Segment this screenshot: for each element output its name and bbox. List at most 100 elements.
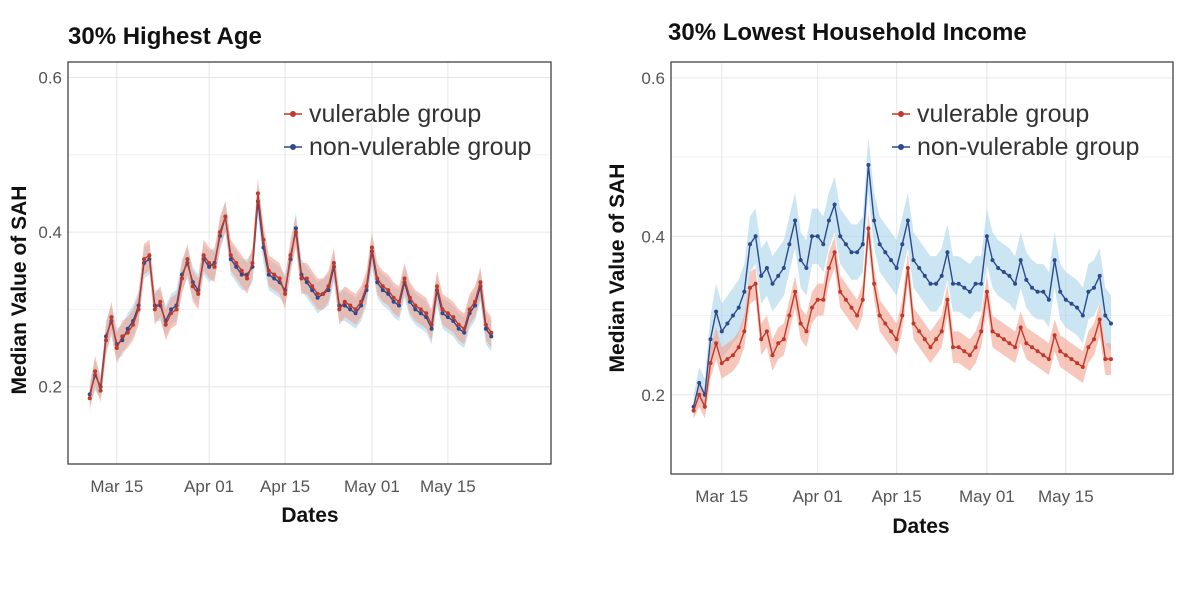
chart-2-y-axis-label: Median Value of SAH bbox=[606, 164, 629, 373]
data-point bbox=[283, 291, 288, 296]
data-point bbox=[413, 303, 418, 308]
data-point bbox=[826, 218, 831, 223]
chart-panel-2: 30% Lowest Household Income Median Value… bbox=[606, 19, 1174, 538]
y-tick-label: 0.4 bbox=[38, 223, 62, 242]
data-point bbox=[815, 297, 820, 302]
data-point bbox=[764, 329, 769, 334]
data-point bbox=[125, 326, 130, 331]
data-point bbox=[956, 345, 961, 350]
data-point bbox=[212, 264, 217, 269]
data-point bbox=[917, 329, 922, 334]
data-point bbox=[945, 250, 950, 255]
data-point bbox=[218, 230, 222, 235]
data-point bbox=[962, 285, 967, 290]
data-point bbox=[702, 404, 707, 409]
data-point bbox=[894, 266, 899, 270]
data-point bbox=[353, 311, 358, 316]
data-point bbox=[1030, 345, 1034, 350]
data-point bbox=[331, 261, 336, 265]
data-point bbox=[266, 268, 271, 273]
data-point bbox=[872, 281, 877, 286]
data-point bbox=[87, 396, 92, 401]
legend-point-swatch bbox=[290, 144, 296, 150]
data-point bbox=[239, 268, 244, 273]
data-point bbox=[826, 266, 831, 270]
data-point bbox=[838, 234, 843, 239]
legend-point-swatch bbox=[898, 144, 904, 150]
data-point bbox=[364, 284, 369, 289]
data-point bbox=[798, 321, 803, 326]
data-point bbox=[386, 288, 391, 293]
data-point bbox=[1052, 333, 1057, 338]
data-point bbox=[158, 299, 163, 304]
data-point bbox=[483, 326, 488, 331]
data-point bbox=[821, 297, 826, 302]
data-point bbox=[348, 303, 353, 308]
data-point bbox=[719, 361, 724, 366]
data-point bbox=[1063, 353, 1068, 358]
data-point bbox=[239, 272, 244, 277]
data-point bbox=[832, 202, 837, 207]
data-point bbox=[353, 307, 358, 312]
data-point bbox=[736, 305, 741, 310]
data-point bbox=[169, 307, 174, 312]
data-point bbox=[326, 284, 331, 289]
x-tick-label: Mar 15 bbox=[90, 477, 143, 496]
data-point bbox=[125, 330, 130, 335]
data-point bbox=[456, 322, 461, 327]
data-point bbox=[855, 313, 860, 318]
data-point bbox=[462, 330, 467, 335]
data-point bbox=[748, 242, 752, 247]
data-point bbox=[708, 337, 713, 342]
data-point bbox=[142, 257, 146, 262]
data-point bbox=[131, 322, 136, 327]
data-point bbox=[473, 303, 477, 308]
data-point bbox=[342, 299, 347, 304]
data-point bbox=[719, 329, 724, 334]
data-point bbox=[877, 313, 882, 318]
data-point bbox=[1063, 297, 1068, 302]
x-tick-label: May 01 bbox=[959, 487, 1015, 506]
data-point bbox=[93, 369, 98, 374]
data-point bbox=[1013, 345, 1018, 350]
data-point bbox=[1075, 305, 1080, 310]
data-point bbox=[98, 388, 103, 393]
data-point bbox=[967, 353, 972, 358]
x-tick-label: Apr 15 bbox=[872, 487, 922, 506]
data-point bbox=[821, 242, 826, 247]
chart-2-x-axis-label: Dates bbox=[892, 515, 949, 538]
data-point bbox=[201, 253, 206, 258]
y-tick-label: 0.2 bbox=[38, 378, 62, 397]
data-point bbox=[804, 329, 809, 334]
data-point bbox=[255, 191, 260, 196]
data-point bbox=[462, 326, 467, 331]
data-point bbox=[207, 264, 212, 269]
data-point bbox=[359, 299, 364, 304]
data-point bbox=[838, 289, 843, 294]
data-point bbox=[798, 258, 803, 263]
data-point bbox=[1080, 365, 1085, 369]
data-point bbox=[928, 345, 933, 350]
data-point bbox=[407, 299, 412, 304]
data-point bbox=[272, 276, 277, 281]
data-point bbox=[196, 291, 201, 296]
data-point bbox=[299, 276, 304, 281]
data-point bbox=[753, 234, 758, 239]
data-point bbox=[764, 266, 769, 270]
data-point bbox=[815, 234, 820, 239]
data-point bbox=[905, 266, 910, 270]
data-point bbox=[917, 266, 922, 270]
data-point bbox=[369, 245, 374, 250]
data-point bbox=[889, 258, 893, 263]
legend-item-vulnerable: vulerable group bbox=[284, 100, 481, 128]
data-point bbox=[429, 322, 434, 327]
data-point bbox=[843, 242, 848, 247]
data-point bbox=[714, 309, 719, 314]
data-point bbox=[843, 297, 848, 302]
data-point bbox=[261, 237, 266, 242]
y-tick-label: 0.6 bbox=[38, 68, 62, 87]
data-point bbox=[934, 337, 939, 342]
data-point bbox=[440, 307, 445, 312]
data-point bbox=[288, 253, 293, 258]
data-point bbox=[418, 307, 423, 312]
